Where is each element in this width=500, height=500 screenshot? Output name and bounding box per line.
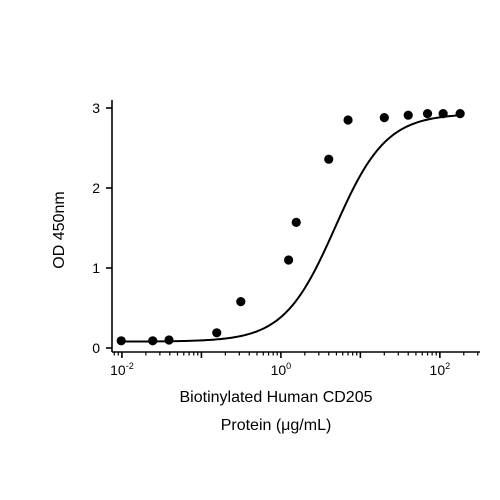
- data-point: [212, 328, 222, 338]
- data-point: [148, 336, 158, 346]
- data-point: [422, 109, 433, 119]
- data-point: [324, 154, 334, 164]
- y-axis-title: OD 450nm: [51, 191, 68, 268]
- y-tick-label-2: 2: [92, 180, 100, 196]
- data-points: [116, 109, 465, 346]
- x-tick-label-0: 100: [271, 361, 292, 378]
- ticks: 0 1 2 3 10-2 100 102: [92, 100, 479, 378]
- data-point: [403, 110, 413, 120]
- x-tick-label-2: 102: [430, 361, 451, 378]
- y-tick-label-1: 1: [92, 260, 100, 276]
- axes: [111, 100, 480, 353]
- x-axis-title-line2: Protein (μg/mL): [221, 417, 332, 434]
- data-point: [164, 335, 174, 345]
- y-tick-label-0: 0: [92, 340, 100, 356]
- data-point: [438, 109, 448, 119]
- data-point: [343, 115, 353, 125]
- fit-curve-0: [121, 114, 461, 343]
- data-point: [455, 109, 465, 119]
- fit-curve-group: [121, 114, 461, 343]
- y-tick-label-3: 3: [92, 100, 100, 116]
- data-point: [291, 217, 301, 227]
- data-point: [116, 336, 126, 346]
- x-tick-label--2: 10-2: [110, 361, 134, 378]
- data-point: [236, 297, 246, 307]
- data-point: [283, 255, 294, 265]
- x-axis-title-line1: Biotinylated Human CD205: [180, 389, 373, 406]
- data-point: [379, 113, 389, 123]
